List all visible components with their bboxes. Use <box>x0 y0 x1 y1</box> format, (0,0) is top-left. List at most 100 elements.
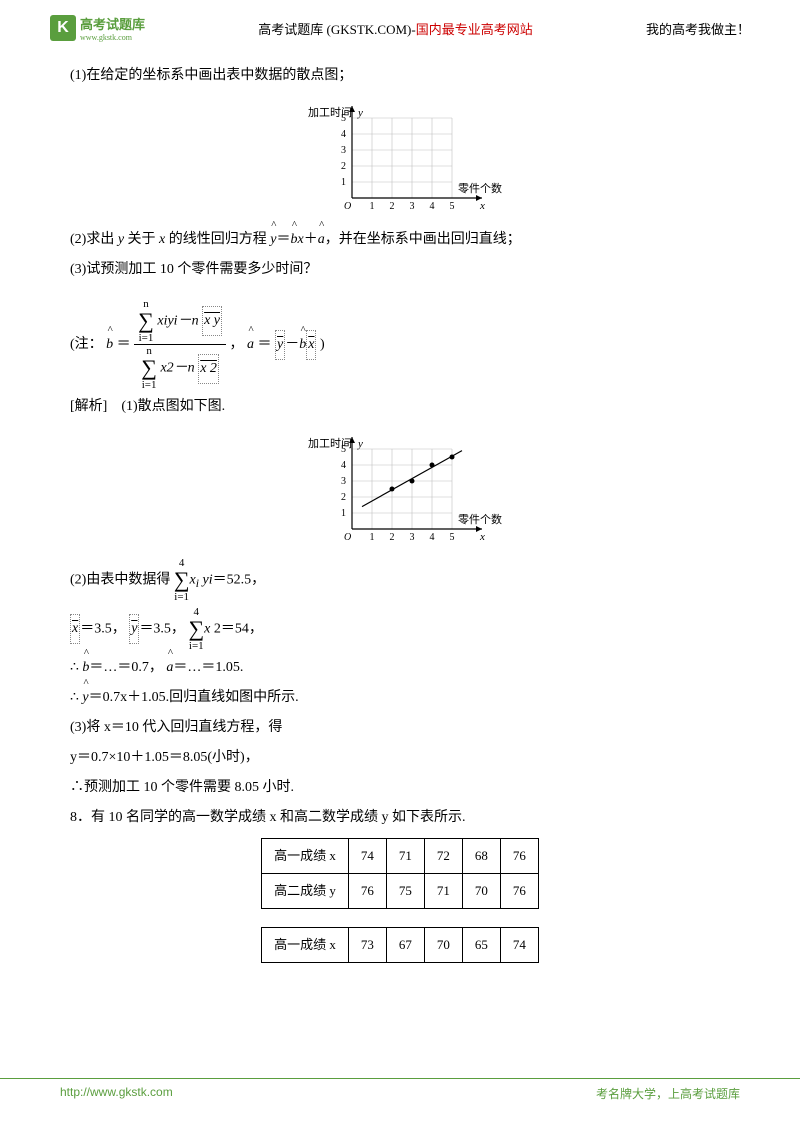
svg-text:1: 1 <box>341 508 346 519</box>
svg-text:O: O <box>344 532 351 543</box>
svg-text:4: 4 <box>430 532 435 543</box>
p2d-pre: ∴ <box>70 690 79 705</box>
svg-text:x: x <box>479 531 485 543</box>
sol-3c: ∴预测加工 10 个零件需要 8.05 小时. <box>70 774 730 802</box>
svg-text:2: 2 <box>390 532 395 543</box>
note-bhat: b <box>106 331 113 359</box>
formula-note: (注： b ＝ n∑i=1 xiyi－n x y n∑i=1 x2－n x 2 … <box>70 298 730 391</box>
header-slogan: 我的高考我做主！ <box>646 19 750 38</box>
svg-text:加工时间: 加工时间 <box>308 437 352 450</box>
svg-text:3: 3 <box>410 201 415 212</box>
logo-cn: 高考试题库 <box>80 14 145 33</box>
p2b-bot: i=1 <box>189 640 204 652</box>
p2b-yv: ＝3.5， <box>139 621 185 636</box>
p2a-bot: i=1 <box>174 591 189 603</box>
svg-text:1: 1 <box>370 201 375 212</box>
p2c-pre: ∴ <box>70 660 79 675</box>
p2c-bv: ＝…＝0.7， <box>89 660 163 675</box>
note-a-y: y <box>275 330 285 360</box>
p2c-a: a <box>166 654 173 682</box>
svg-text:x: x <box>479 200 485 212</box>
note-a-b: b <box>299 331 306 359</box>
p2b-xv: ＝3.5， <box>80 621 126 636</box>
svg-text:零件个数: 零件个数 <box>458 513 502 526</box>
svg-text:加工时间: 加工时间 <box>308 106 352 119</box>
header-mid-red: 国内最专业高考网站 <box>416 22 533 37</box>
svg-text:3: 3 <box>341 145 346 156</box>
question-3: (3)试预测加工 10 个零件需要多少时间？ <box>70 256 730 284</box>
note-pre: (注： <box>70 337 103 352</box>
question-2: (2)求出 y 关于 x 的线性回归方程 y＝bx＋a，并在坐标系中画出回归直线… <box>70 226 730 254</box>
q2-yhat: y <box>270 226 276 254</box>
svg-text:y: y <box>357 107 363 119</box>
svg-text:1: 1 <box>341 177 346 188</box>
q2-plus: ＋ <box>304 232 318 247</box>
sol-2a: (2)由表中数据得 4∑i=1xi yi＝52.5， <box>70 557 730 603</box>
svg-text:3: 3 <box>410 532 415 543</box>
scores-table-1: 高一成绩 x7471726876高二成绩 y7675717076 <box>261 838 539 909</box>
p2a-val: ＝52.5， <box>213 573 266 588</box>
header-title: 高考试题库 (GKSTK.COM)-国内最专业高考网站 <box>145 19 646 38</box>
sol-3a: (3)将 x＝10 代入回归直线方程，得 <box>70 714 730 742</box>
note-den-x2: x 2 <box>198 354 219 384</box>
svg-text:3: 3 <box>341 476 346 487</box>
p2d-eq: ＝0.7x＋1.05.回归直线如图中所示. <box>89 690 299 705</box>
question-8: 8．有 10 名同学的高一数学成绩 x 和高二数学成绩 y 如下表所示. <box>70 804 730 832</box>
solution-head: [解析] (1)散点图如下图. <box>70 393 730 421</box>
svg-text:5: 5 <box>450 532 455 543</box>
q2-mid2: 的线性回归方程 <box>165 232 267 247</box>
logo-icon: K <box>50 15 76 41</box>
p2b-ybar: y <box>129 614 139 644</box>
note-ahat: a <box>247 331 254 359</box>
svg-text:4: 4 <box>341 129 346 140</box>
note-num-xy: x y <box>202 306 222 336</box>
p2b-sq: 2 <box>214 621 221 636</box>
svg-text:4: 4 <box>430 201 435 212</box>
p2b-x: x <box>204 621 210 636</box>
note-num-body: xiyi－n <box>157 313 198 328</box>
scatter-chart-blank: 1234512345O加工时间y零件个数x <box>280 98 520 218</box>
note-a-minus: － <box>285 337 299 352</box>
note-comma: ， <box>230 337 244 352</box>
question-1: (1)在给定的坐标系中画出表中数据的散点图； <box>70 62 730 90</box>
q2-eq: ＝ <box>276 232 290 247</box>
svg-text:2: 2 <box>341 161 346 172</box>
note-fraction: n∑i=1 xiyi－n x y n∑i=1 x2－n x 2 <box>134 298 226 391</box>
note-a-x: x <box>306 330 316 360</box>
note-post: ) <box>320 337 325 352</box>
svg-text:零件个数: 零件个数 <box>458 182 502 195</box>
page-header: K 高考试题库 www.gkstk.com 高考试题库 (GKSTK.COM)-… <box>0 0 800 50</box>
svg-text:2: 2 <box>390 201 395 212</box>
sol-2d: ∴ y＝0.7x＋1.05.回归直线如图中所示. <box>70 684 730 712</box>
q2-ahat: a <box>318 226 325 254</box>
note-a-eq: ＝ <box>258 337 272 352</box>
p2c-av: ＝…＝1.05. <box>173 660 243 675</box>
document-body: (1)在给定的坐标系中画出表中数据的散点图； 1234512345O加工时间y零… <box>0 50 800 963</box>
p2a-yi: yi <box>202 573 212 588</box>
sum-d-bot: i=1 <box>142 379 157 391</box>
footer-slogan: 考名牌大学，上高考试题库 <box>596 1085 740 1102</box>
q2-mid1: 关于 <box>124 232 159 247</box>
scores-table-2: 高一成绩 x7367706574 <box>261 927 539 963</box>
header-mid-black: 高考试题库 (GKSTK.COM)- <box>258 22 415 37</box>
sol-2c: ∴ b＝…＝0.7， a＝…＝1.05. <box>70 654 730 682</box>
page-footer: http://www.gkstk.com 考名牌大学，上高考试题库 <box>0 1078 800 1102</box>
p2d-y: y <box>82 684 88 712</box>
site-logo: K 高考试题库 www.gkstk.com <box>50 14 145 42</box>
q2-bhat: b <box>290 226 297 254</box>
p2a-i: i <box>196 577 199 590</box>
note-eq: ＝ <box>117 337 131 352</box>
q2-pre: (2)求出 <box>70 232 118 247</box>
sum-n-bot: i=1 <box>139 332 154 344</box>
svg-text:4: 4 <box>341 460 346 471</box>
q2-post: ，并在坐标系中画出回归直线； <box>325 232 521 247</box>
svg-text:2: 2 <box>341 492 346 503</box>
note-den-body: x2－n <box>160 361 194 376</box>
svg-text:y: y <box>357 438 363 450</box>
svg-text:1: 1 <box>370 532 375 543</box>
p2a-text: (2)由表中数据得 <box>70 573 170 588</box>
logo-url: www.gkstk.com <box>80 33 145 42</box>
footer-url: http://www.gkstk.com <box>60 1085 173 1102</box>
p2b-val: ＝54， <box>221 621 263 636</box>
p2b-xbar: x <box>70 614 80 644</box>
